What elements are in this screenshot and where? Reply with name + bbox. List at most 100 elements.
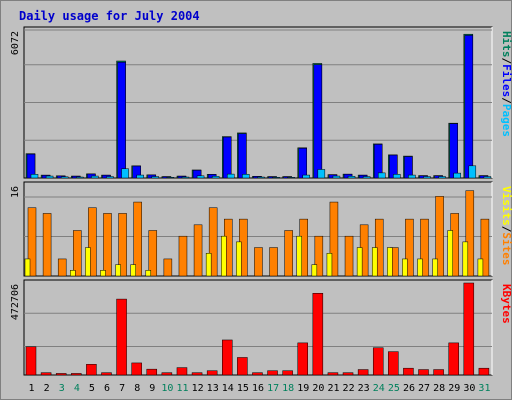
bar-sites-day-30	[462, 241, 469, 277]
x-tick-label: 19	[297, 383, 309, 394]
x-tick-label: 6	[104, 383, 110, 394]
bar-kbytes-day-6	[101, 372, 112, 376]
bar-kbytes-day-22	[342, 372, 354, 376]
bar-sites-day-19	[296, 235, 302, 277]
bar-visits-day-2	[42, 213, 52, 277]
bar-visits-day-26	[405, 218, 414, 277]
bar-kbytes-day-15	[237, 357, 248, 376]
bar-sites-day-23	[356, 247, 363, 277]
bar-pages-day-9	[151, 176, 160, 179]
bar-pages-day-28	[438, 176, 446, 179]
y-max-label: 472706	[10, 284, 21, 320]
bar-pages-day-8	[136, 174, 144, 179]
bar-kbytes-day-18	[282, 370, 293, 376]
x-tick-label: 12	[192, 383, 204, 394]
x-tick-label: 11	[176, 383, 188, 394]
bar-kbytes-day-8	[131, 362, 142, 376]
x-tick-label: 26	[403, 383, 415, 394]
bar-files-day-30	[464, 35, 474, 179]
bar-kbytes-day-17	[267, 370, 278, 376]
bar-kbytes-day-1	[25, 346, 37, 376]
bar-visits-day-4	[73, 230, 82, 277]
bar-pages-day-17	[272, 177, 280, 179]
x-tick-label: 2	[44, 383, 50, 394]
bar-sites-day-5	[85, 247, 91, 277]
bar-sites-day-8	[130, 264, 136, 277]
bar-kbytes-day-12	[191, 372, 203, 376]
bar-sites-day-20	[311, 264, 318, 277]
x-tick-label: 14	[222, 383, 234, 394]
bar-pages-day-31	[483, 176, 492, 179]
bar-sites-day-27	[417, 258, 423, 277]
x-tick-label: 8	[134, 383, 140, 394]
bar-sites-day-4	[70, 270, 76, 277]
bar-pages-day-30	[468, 165, 477, 179]
bar-visits-day-30	[465, 190, 475, 277]
bar-pages-day-7	[121, 168, 129, 179]
bar-pages-day-11	[181, 176, 190, 179]
legend-visits: Visits	[500, 186, 512, 226]
bar-visits-day-7	[118, 213, 127, 277]
bar-sites-day-15	[236, 241, 242, 277]
bar-kbytes-day-4	[71, 373, 82, 376]
bar-sites-day-25	[387, 247, 393, 277]
bar-pages-day-4	[76, 176, 84, 179]
x-tick-label: 5	[89, 383, 95, 394]
bar-kbytes-day-7	[116, 298, 127, 376]
x-tick-label: 4	[74, 383, 80, 394]
bar-pages-day-3	[60, 176, 69, 179]
bar-visits-day-1	[27, 207, 37, 277]
bar-sites-day-24	[371, 247, 378, 277]
bar-sites-day-21	[326, 253, 333, 277]
bar-pages-day-6	[106, 176, 114, 179]
bar-sites-day-31	[477, 258, 484, 277]
bar-kbytes-day-28	[433, 369, 444, 376]
bar-pages-day-13	[211, 176, 220, 179]
legend-separator: /	[500, 58, 512, 65]
x-tick-label: 15	[237, 383, 249, 394]
bar-pages-day-19	[302, 174, 310, 179]
bar-kbytes-day-5	[86, 364, 97, 376]
x-tick-label: 16	[252, 383, 264, 394]
bar-visits-day-13	[208, 207, 218, 277]
bar-kbytes-day-26	[403, 367, 414, 376]
bar-pages-day-5	[91, 175, 99, 179]
x-axis-ticks: 1 2 3 4 5 6 7 8 9 10 11 12 13 14 15 16 17 18 19 20 21 22 23 24 2…	[29, 383, 491, 394]
x-tick-label: 7	[119, 383, 125, 394]
bar-visits-day-12	[193, 224, 203, 277]
bar-pages-day-25	[393, 174, 401, 179]
bar-visits-day-9	[148, 230, 158, 277]
legend-hits: Hits	[500, 31, 512, 58]
bar-files-day-14	[223, 136, 232, 179]
bar-sites-day-29	[447, 230, 453, 277]
bar-pages-day-2	[45, 175, 54, 179]
bar-files-day-19	[298, 148, 307, 179]
bar-files-day-20	[313, 64, 323, 179]
bar-kbytes-day-29	[448, 342, 459, 376]
bar-visits-day-28	[435, 196, 444, 277]
bar-visits-day-3	[57, 258, 67, 277]
bar-visits-day-11	[178, 235, 188, 277]
bar-visits-day-5	[88, 207, 97, 277]
bar-files-day-26	[404, 156, 413, 179]
bar-kbytes-day-16	[252, 372, 263, 376]
bar-pages-day-26	[408, 174, 416, 179]
bar-pages-day-18	[287, 177, 295, 179]
panel-frame	[23, 279, 493, 376]
bar-pages-day-12	[196, 175, 205, 179]
bar-kbytes-day-11	[176, 367, 188, 376]
legend-files: Files	[500, 64, 512, 97]
bar-pages-day-24	[377, 172, 386, 179]
bar-kbytes-day-20	[312, 293, 324, 376]
bar-kbytes-day-9	[146, 368, 158, 376]
panel-legend: KBytes	[500, 284, 512, 324]
y-max-label: 16	[10, 186, 21, 198]
x-tick-label: 20	[312, 383, 324, 394]
bar-pages-day-29	[453, 172, 461, 179]
x-tick-label: 24	[373, 383, 385, 394]
panel-3: 472706 KBytes	[10, 279, 512, 376]
bar-pages-day-1	[30, 174, 39, 179]
bar-visits-day-20	[314, 235, 324, 277]
bar-visits-day-31	[480, 218, 490, 277]
